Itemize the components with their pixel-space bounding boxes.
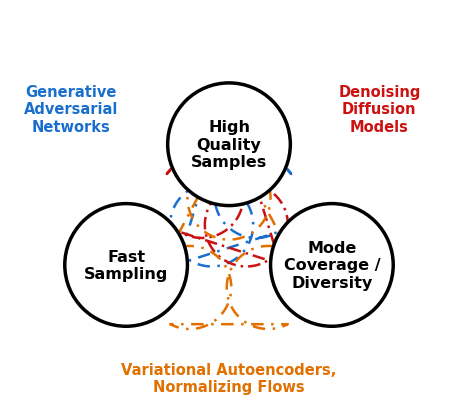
Text: Variational Autoencoders,
Normalizing Flows: Variational Autoencoders, Normalizing Fl…	[121, 362, 337, 394]
Circle shape	[168, 84, 290, 206]
Text: Denoising
Diffusion
Models: Denoising Diffusion Models	[338, 85, 420, 134]
Circle shape	[65, 204, 187, 326]
Text: High
Quality
Samples: High Quality Samples	[191, 120, 267, 170]
Text: Generative
Adversarial
Networks: Generative Adversarial Networks	[23, 85, 118, 134]
Text: Fast
Sampling: Fast Sampling	[84, 249, 168, 282]
Text: Mode
Coverage /
Diversity: Mode Coverage / Diversity	[284, 241, 380, 290]
Circle shape	[271, 204, 393, 326]
